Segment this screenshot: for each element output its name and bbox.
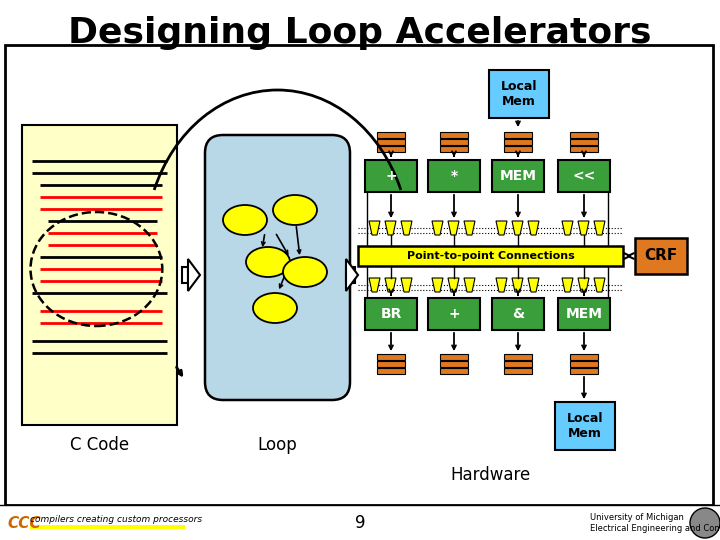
Bar [0, 506, 720, 540]
Polygon shape [401, 278, 412, 292]
Bar [440, 139, 468, 145]
Text: Loop: Loop [258, 436, 297, 454]
Bar [377, 132, 405, 138]
Polygon shape [562, 221, 573, 235]
Polygon shape [578, 278, 589, 292]
Bar [492, 298, 544, 330]
Bar [504, 146, 532, 152]
Polygon shape [578, 221, 589, 235]
Bar [365, 298, 417, 330]
Bar [504, 139, 532, 145]
Bar [440, 146, 468, 152]
Polygon shape [464, 221, 475, 235]
Bar [5, 45, 713, 505]
Ellipse shape [223, 205, 267, 235]
Bar [558, 298, 610, 330]
Text: &: & [512, 307, 524, 321]
Bar [555, 402, 615, 450]
Text: MEM: MEM [500, 169, 536, 183]
Text: CCC: CCC [7, 516, 41, 530]
Bar [504, 132, 532, 138]
Polygon shape [496, 221, 507, 235]
Bar [377, 361, 405, 367]
Bar [30, 525, 185, 529]
Bar [504, 354, 532, 360]
Polygon shape [594, 221, 605, 235]
Text: <<: << [572, 169, 595, 183]
Polygon shape [448, 278, 459, 292]
Bar [428, 160, 480, 192]
Text: Hardware: Hardware [450, 466, 530, 484]
Text: *: * [451, 169, 458, 183]
Bar [570, 139, 598, 145]
Bar [635, 238, 687, 274]
Text: MEM: MEM [565, 307, 603, 321]
Polygon shape [448, 221, 459, 235]
Bar [440, 132, 468, 138]
Polygon shape [512, 221, 523, 235]
Bar [440, 354, 468, 360]
Bar [377, 146, 405, 152]
Text: Point-to-point Connections: Point-to-point Connections [407, 251, 575, 261]
Bar [22, 125, 177, 425]
Bar [570, 354, 598, 360]
Polygon shape [385, 278, 396, 292]
Bar [428, 298, 480, 330]
Bar [570, 132, 598, 138]
Ellipse shape [283, 257, 327, 287]
Polygon shape [512, 278, 523, 292]
Polygon shape [401, 221, 412, 235]
Bar [570, 146, 598, 152]
Text: Local
Mem: Local Mem [567, 412, 603, 440]
Polygon shape [528, 278, 539, 292]
Bar [489, 70, 549, 118]
Bar [558, 160, 610, 192]
Text: Designing Loop Accelerators: Designing Loop Accelerators [68, 16, 652, 50]
Text: CRF: CRF [644, 248, 678, 264]
Bar [504, 368, 532, 374]
Ellipse shape [246, 247, 290, 277]
Bar [492, 160, 544, 192]
Polygon shape [432, 278, 443, 292]
Text: +: + [448, 307, 460, 321]
Bar [570, 361, 598, 367]
Bar [346, 267, 355, 283]
Text: University of Michigan
Electrical Engineering and Computer Science: University of Michigan Electrical Engine… [590, 512, 720, 534]
Bar [440, 361, 468, 367]
Text: compilers creating custom processors: compilers creating custom processors [30, 516, 202, 524]
Ellipse shape [253, 293, 297, 323]
Bar [440, 368, 468, 374]
Bar [570, 368, 598, 374]
Bar [377, 139, 405, 145]
Circle shape [690, 508, 720, 538]
Text: 9: 9 [355, 514, 365, 532]
Polygon shape [369, 221, 380, 235]
Text: BR: BR [380, 307, 402, 321]
FancyBboxPatch shape [205, 135, 350, 400]
Polygon shape [464, 278, 475, 292]
Bar [377, 368, 405, 374]
Bar [504, 361, 532, 367]
Ellipse shape [273, 195, 317, 225]
Bar [365, 160, 417, 192]
Polygon shape [188, 259, 200, 291]
Bar [182, 267, 188, 283]
Text: Local
Mem: Local Mem [500, 80, 537, 108]
Polygon shape [562, 278, 573, 292]
Bar [377, 354, 405, 360]
Text: C Code: C Code [70, 436, 129, 454]
Polygon shape [594, 278, 605, 292]
Polygon shape [346, 259, 358, 291]
Polygon shape [385, 221, 396, 235]
Text: +: + [385, 169, 397, 183]
Polygon shape [528, 221, 539, 235]
Polygon shape [369, 278, 380, 292]
Polygon shape [432, 221, 443, 235]
Bar [358, 246, 623, 266]
Polygon shape [496, 278, 507, 292]
